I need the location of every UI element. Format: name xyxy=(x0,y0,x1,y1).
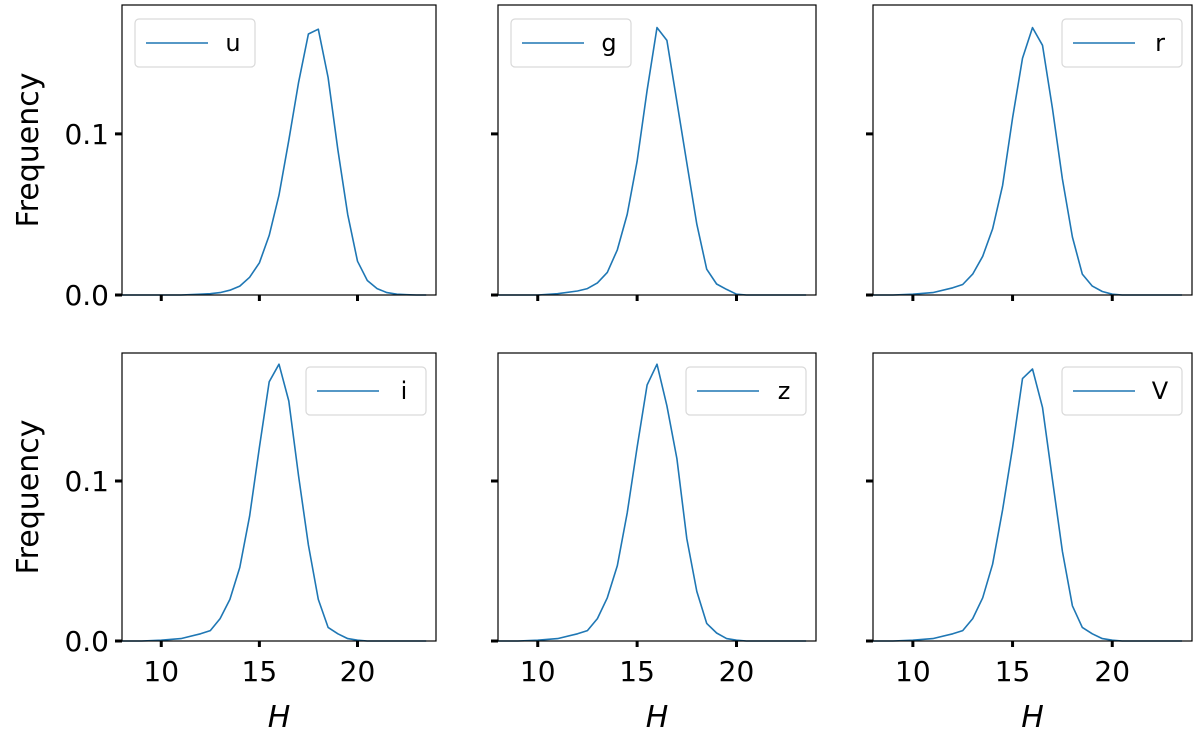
plot-frame xyxy=(872,352,1193,642)
y-axis-label: Frequency xyxy=(11,73,46,228)
legend-z: z xyxy=(685,366,807,416)
panel-r: r xyxy=(866,4,1193,301)
y-tick-label: 0.1 xyxy=(64,465,109,498)
y-tick-label: 0.0 xyxy=(64,279,109,312)
x-tick-label: 20 xyxy=(1094,655,1130,688)
legend-label: V xyxy=(1152,377,1169,405)
series-line-g xyxy=(498,26,807,296)
x-tick-label: 20 xyxy=(340,655,376,688)
series-line-r xyxy=(873,26,1182,296)
legend-label: g xyxy=(601,29,616,57)
y-tick-label: 0.0 xyxy=(64,625,109,658)
x-tick-label: 20 xyxy=(719,655,755,688)
x-tick-label: 10 xyxy=(520,655,556,688)
legend-label: r xyxy=(1155,29,1165,57)
panel-g: g xyxy=(491,4,817,301)
legend-r: r xyxy=(1061,18,1183,68)
x-tick-label: 15 xyxy=(619,655,655,688)
x-tick-label: 10 xyxy=(895,655,931,688)
plot-frame xyxy=(121,4,437,296)
y-axis-label: Frequency xyxy=(11,420,46,575)
plot-frame xyxy=(497,352,817,642)
panel-i: 10 15 20 0.0 0.1 H Frequency i xyxy=(11,352,437,733)
legend-g: g xyxy=(510,18,632,68)
panel-V: 10 15 20 H V xyxy=(866,352,1193,733)
x-axis-label: H xyxy=(268,700,291,733)
series-line-u xyxy=(122,28,427,296)
x-axis-label: H xyxy=(1021,700,1044,733)
panel-u: 0.0 0.1 Frequency u xyxy=(11,4,437,312)
legend-label: i xyxy=(401,377,408,405)
x-tick-label: 10 xyxy=(143,655,179,688)
plot-frame xyxy=(121,352,437,642)
y-tick-label: 0.1 xyxy=(64,118,109,151)
x-tick-label: 15 xyxy=(995,655,1031,688)
legend-i: i xyxy=(305,366,427,416)
panel-z: 10 15 20 Hz xyxy=(491,352,817,733)
legend-V: V xyxy=(1061,366,1183,416)
legend-label: z xyxy=(778,377,791,405)
legend-label: u xyxy=(225,29,240,57)
x-tick-label: 15 xyxy=(242,655,278,688)
plot-frame xyxy=(872,4,1193,296)
legend-u: u xyxy=(134,18,256,68)
x-axis-label: H xyxy=(646,700,669,733)
plot-frame xyxy=(497,4,817,296)
